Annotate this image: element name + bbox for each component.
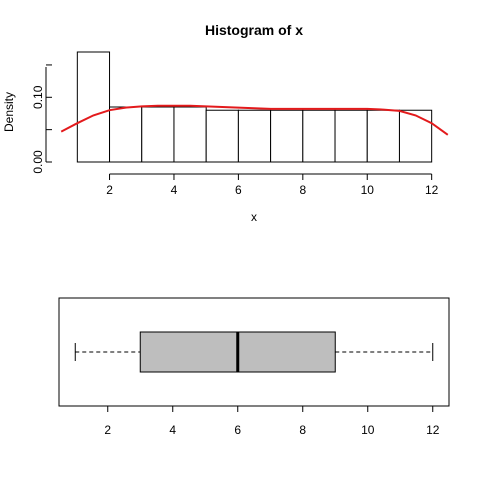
histogram-bar-11 xyxy=(398,109,433,163)
histogram-x-tick-label: 2 xyxy=(106,183,113,197)
density-curve xyxy=(60,104,449,136)
boxplot-x-tick-label: 2 xyxy=(104,423,111,437)
histogram-bar-3 xyxy=(141,106,175,163)
histogram-x-tick-label: 6 xyxy=(235,183,242,197)
histogram-bar-2 xyxy=(109,106,143,163)
boxplot-x-tick-label: 8 xyxy=(299,423,306,437)
boxplot-x-tick-label: 10 xyxy=(361,423,375,437)
histogram-y-tick-label: 0.10 xyxy=(31,85,45,109)
boxplot-panel: 2 4 6 8 10 12 xyxy=(58,297,450,437)
histogram-title: Histogram of x xyxy=(205,22,303,38)
boxplot-x-tick-label: 6 xyxy=(234,423,241,437)
histogram-bars xyxy=(76,51,433,163)
histogram-x-tick-label: 4 xyxy=(171,183,178,197)
histogram-bar-10 xyxy=(366,109,400,163)
histogram-bar-1 xyxy=(76,51,111,163)
histogram-bar-6 xyxy=(237,109,272,163)
histogram-bar-5 xyxy=(205,109,239,163)
histogram-x-axis-label: x xyxy=(251,210,257,224)
histogram-x-tick-label: 10 xyxy=(361,183,375,197)
boxplot-x-tick-label: 4 xyxy=(169,423,176,437)
histogram-x-tick-label: 8 xyxy=(299,183,306,197)
histogram-bar-4 xyxy=(173,106,207,163)
histogram-y-tick-label: 0.00 xyxy=(31,150,45,174)
boxplot-x-axis: 2 4 6 8 10 12 xyxy=(104,405,440,437)
boxplot-x-tick-label: 12 xyxy=(426,423,440,437)
histogram-panel: Histogram of x 2 4 6 8 10 12 0.00 0.10 x Densi… xyxy=(2,22,449,224)
histogram-bar-8 xyxy=(302,109,336,163)
histogram-y-axis-label: Density xyxy=(2,92,16,132)
histogram-bar-7 xyxy=(270,109,304,163)
histogram-x-axis: 2 4 6 8 10 12 xyxy=(106,173,439,197)
boxplot-marks xyxy=(74,331,434,373)
histogram-x-tick-label: 12 xyxy=(425,183,439,197)
histogram-bar-9 xyxy=(334,109,368,163)
histogram-y-axis: 0.00 0.10 xyxy=(31,64,52,174)
